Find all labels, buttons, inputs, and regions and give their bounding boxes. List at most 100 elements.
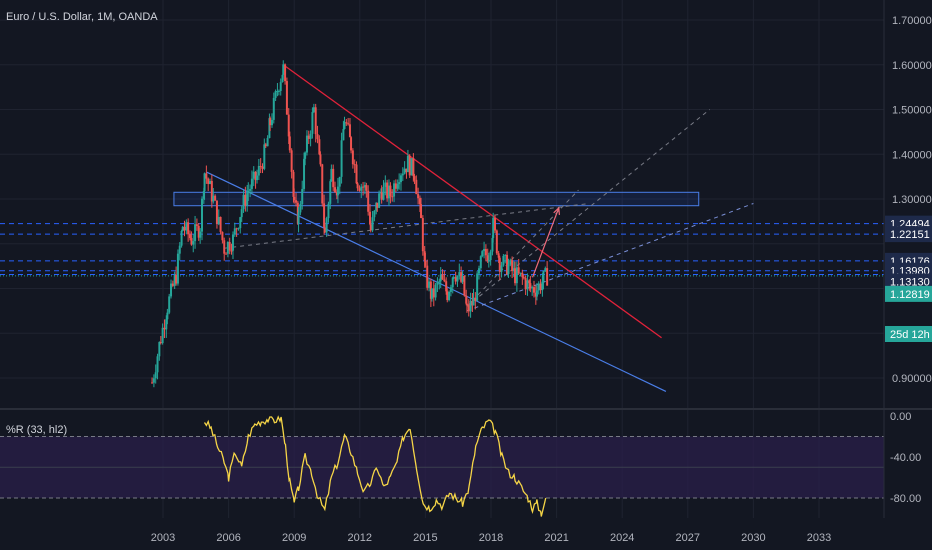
candle-body <box>348 124 351 138</box>
candle-body <box>268 118 271 139</box>
candle-body <box>456 275 459 282</box>
candle-body <box>432 288 435 298</box>
candle-body <box>165 319 168 330</box>
candle-body <box>209 180 212 184</box>
candle-body <box>484 248 487 256</box>
x-tick-label: 2030 <box>741 532 765 544</box>
candle-body <box>546 268 549 286</box>
candle-body <box>439 274 442 282</box>
candle-body <box>197 225 200 238</box>
candle-body <box>476 273 479 301</box>
candle-body <box>500 265 503 272</box>
candle-body <box>454 277 457 282</box>
candle-body <box>393 183 396 197</box>
candle-body <box>257 165 260 176</box>
candle-body <box>460 272 463 282</box>
candle-body <box>266 138 269 147</box>
candle-body <box>195 224 198 226</box>
candle-body <box>274 91 277 98</box>
candle-body <box>541 281 544 291</box>
candle-body <box>537 283 540 291</box>
candle-body <box>285 81 288 115</box>
oscillator-line <box>203 415 547 517</box>
candle-body <box>194 224 197 242</box>
candle-body <box>441 274 444 280</box>
oscillator-tick-label: 0.00 <box>890 411 911 423</box>
candle-body <box>403 168 406 174</box>
candle-body <box>178 245 181 254</box>
candle-body <box>504 254 507 256</box>
candle-body <box>376 202 379 208</box>
candle-body <box>230 250 233 252</box>
candle-body <box>316 134 319 140</box>
trendline-grey-dashed-fib <box>224 202 590 249</box>
candle-body <box>304 152 307 159</box>
candle-body <box>240 209 243 218</box>
candle-body <box>336 186 339 196</box>
arrow-head <box>553 206 561 215</box>
oscillator-panel <box>0 415 884 517</box>
candle-body <box>391 196 394 198</box>
candle-body <box>301 188 304 205</box>
candle-body <box>203 173 206 192</box>
candle-body <box>261 166 264 169</box>
candle-body <box>445 281 448 292</box>
candle-body <box>345 122 348 124</box>
candle-body <box>417 194 420 199</box>
candle-body <box>214 195 217 201</box>
candle-body <box>399 175 402 183</box>
candle-body <box>481 251 484 257</box>
candle-body <box>282 64 285 75</box>
candle-body <box>494 217 497 231</box>
candle-body <box>497 253 500 258</box>
candle-body <box>183 226 186 231</box>
candle-body <box>535 290 538 297</box>
candle-body <box>281 74 284 83</box>
y-tick-label: 1.30000 <box>892 194 932 206</box>
candle-body <box>479 256 482 269</box>
candle-body <box>360 186 363 191</box>
candle-body <box>420 204 423 219</box>
candle-body <box>436 282 439 285</box>
candle-body <box>319 154 322 165</box>
candle-body <box>386 182 389 199</box>
candle-body <box>495 230 498 254</box>
candle-body <box>321 164 324 204</box>
candle-body <box>212 195 215 202</box>
resistance-zone <box>173 191 700 207</box>
candle-body <box>225 253 228 255</box>
candle-body <box>154 372 157 379</box>
candle-body <box>249 188 252 191</box>
x-tick-label: 2003 <box>151 532 175 544</box>
candle-body <box>314 107 317 135</box>
candle-body <box>367 190 370 212</box>
candle-body <box>389 185 392 197</box>
grid-lines <box>0 0 932 518</box>
x-tick-label: 2033 <box>807 532 831 544</box>
candle-body <box>509 260 512 265</box>
y-tick-label: 1.40000 <box>892 149 932 161</box>
candle-body <box>448 291 451 301</box>
candle-body <box>471 300 474 306</box>
candle-body <box>347 123 350 125</box>
candle-body <box>384 182 387 187</box>
trendline-grey-dashed-fib <box>466 189 579 307</box>
candle-body <box>449 287 452 292</box>
candle-body <box>428 281 431 288</box>
candle-body <box>343 122 346 129</box>
candle-body <box>412 158 415 177</box>
candle-body <box>163 327 166 330</box>
x-tick-label: 2024 <box>610 532 634 544</box>
candle-body <box>517 267 520 274</box>
candle-body <box>292 171 295 197</box>
candle-body <box>351 150 354 165</box>
candle-body <box>254 171 257 181</box>
candle-body <box>429 281 432 299</box>
candle-body <box>458 272 461 276</box>
level-tag-label: 1.12819 <box>890 289 930 301</box>
candle-body <box>279 82 282 92</box>
candle-body <box>168 296 171 313</box>
candle-body <box>228 241 231 251</box>
candle-body <box>463 275 466 296</box>
